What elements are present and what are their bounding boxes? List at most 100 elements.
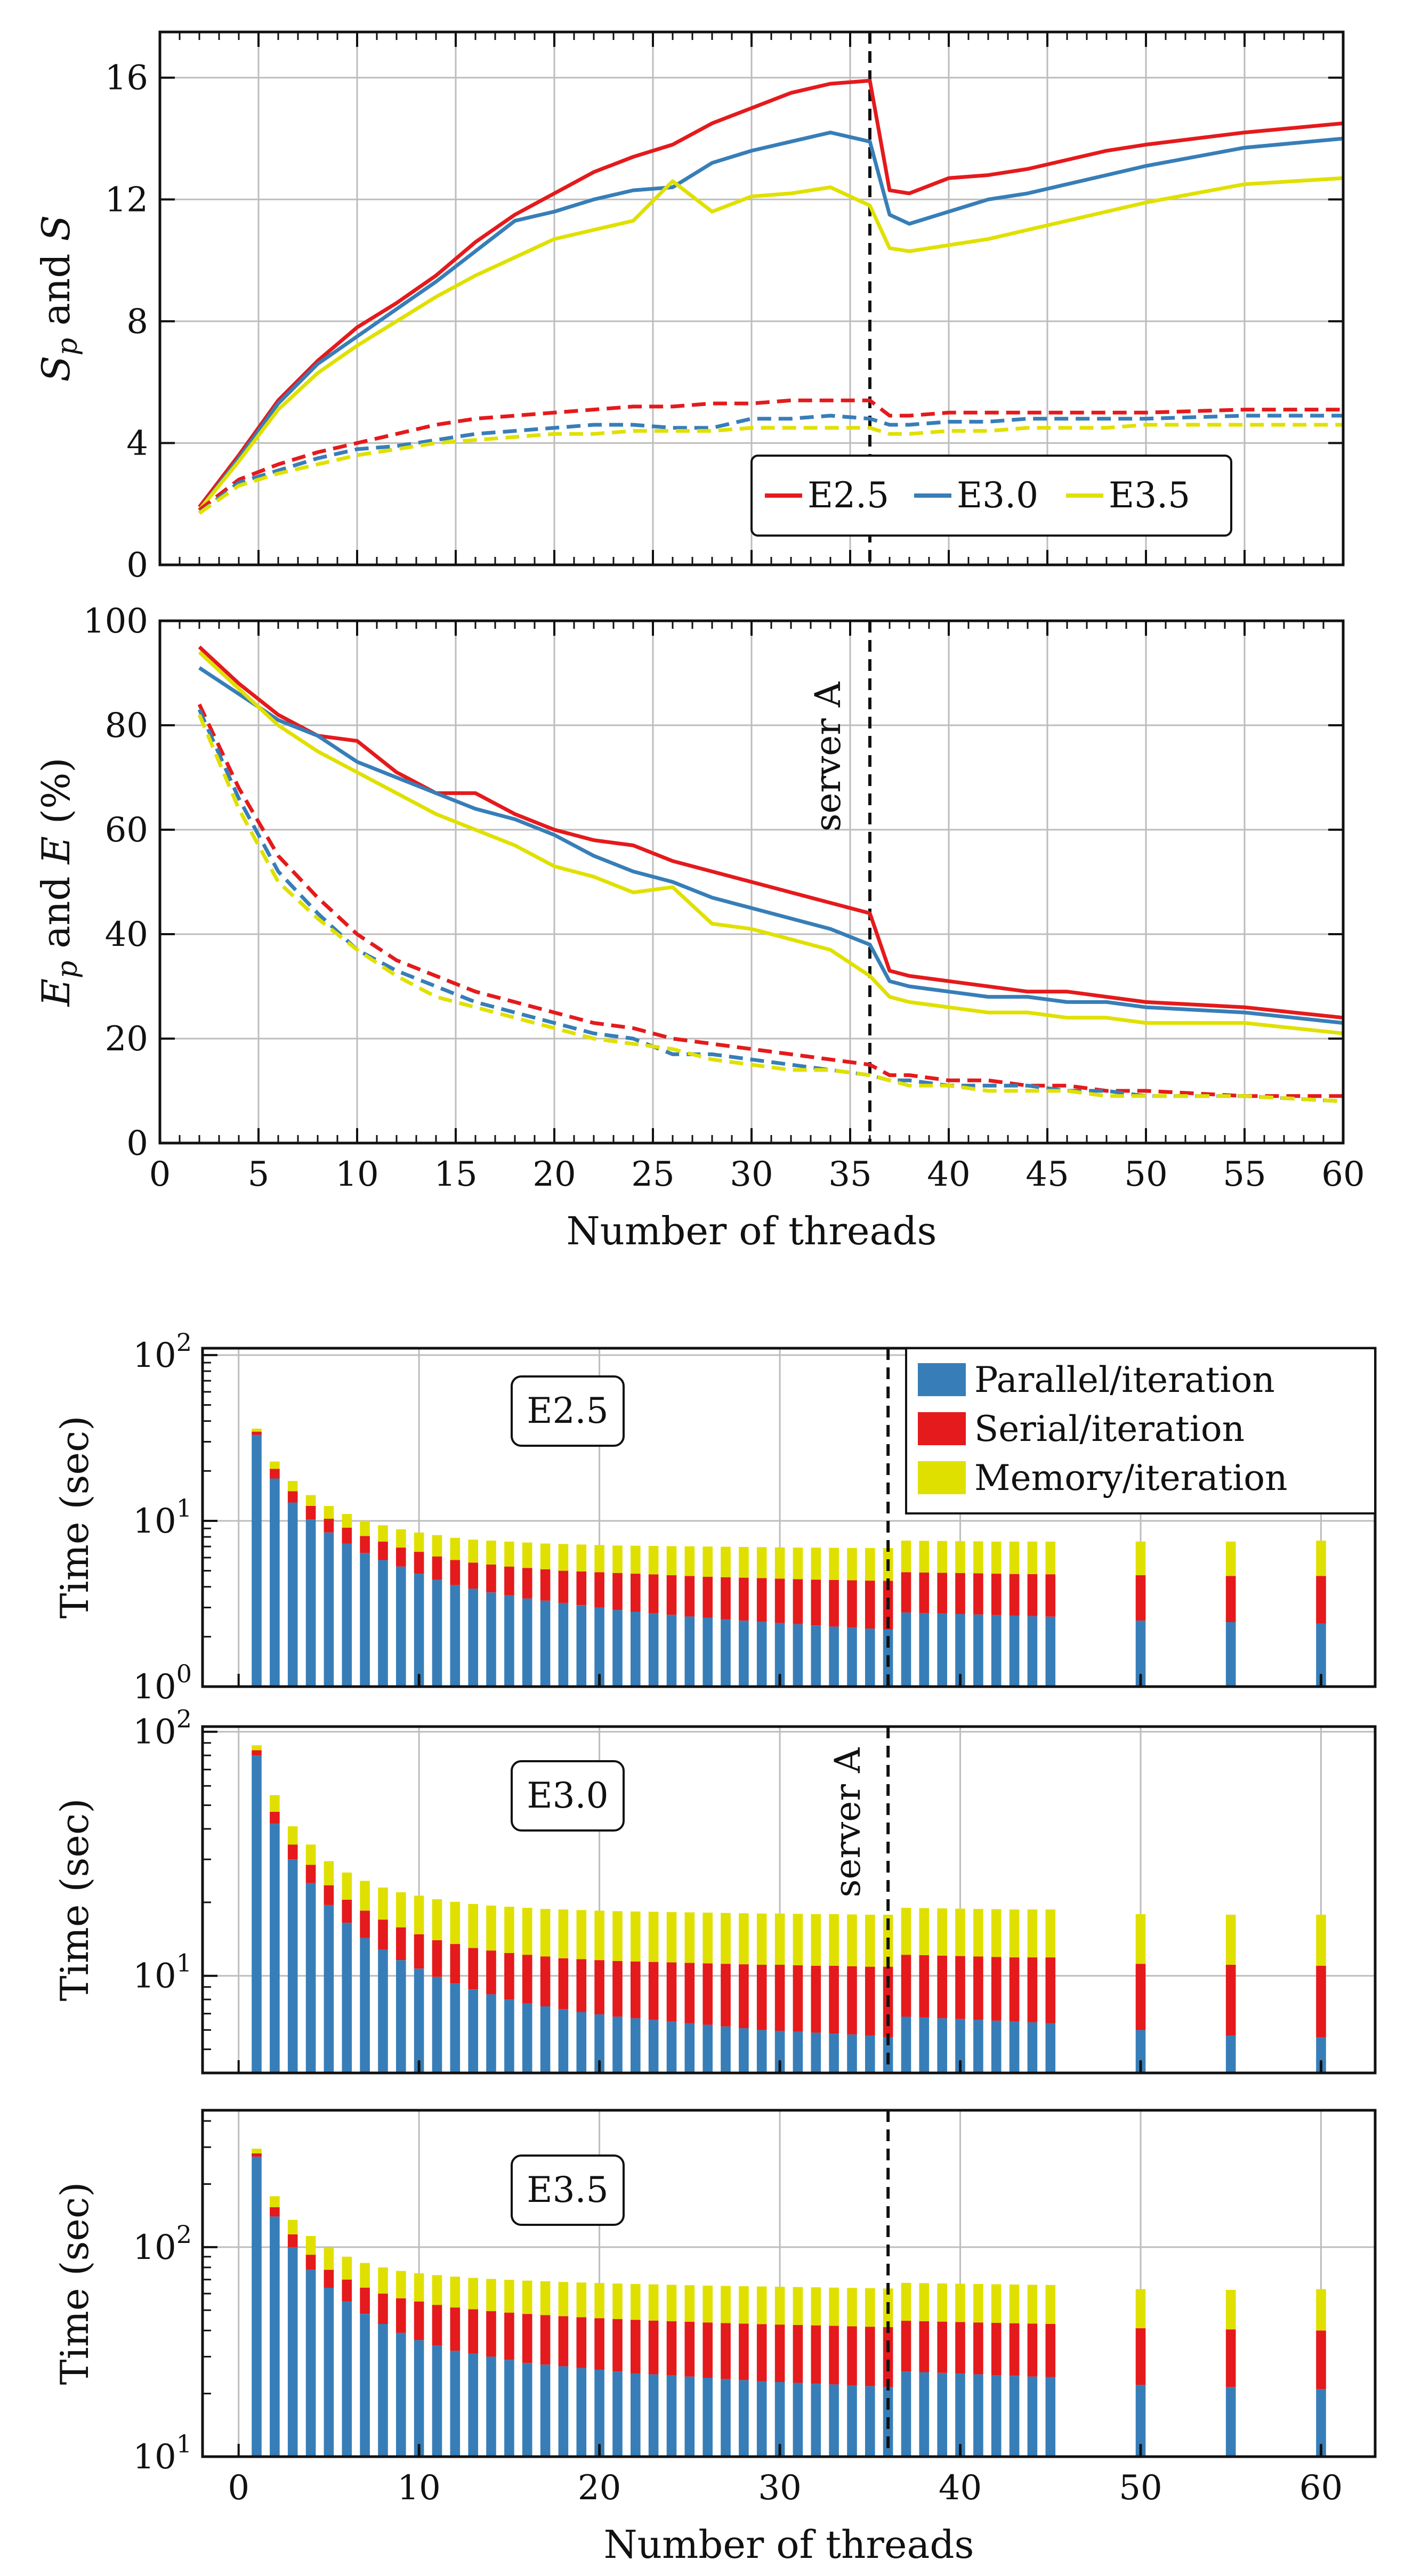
efficiency-x-tick-label: 40 (927, 1155, 970, 1194)
time-e25-bar-serial (558, 1570, 569, 1603)
time-e25-bar-serial (594, 1572, 604, 1608)
time-e25-bar-memory (756, 1547, 767, 1578)
time-e25-bar-parallel (631, 1611, 641, 1687)
time-e25-bar-memory (937, 1541, 947, 1573)
time-e25-bar-parallel (522, 1598, 532, 1687)
time-e35-bar-parallel (270, 2216, 280, 2457)
time-e25-bar-parallel (540, 1600, 551, 1687)
time-e30-bar-parallel (811, 2032, 821, 2073)
time-e30-bar-serial (342, 1899, 352, 1923)
time-e25-bar-parallel (432, 1579, 442, 1687)
time-e30-bar-serial (847, 1966, 857, 2035)
time-e30-bar-memory (558, 1909, 569, 1958)
time-e25-bar-serial (612, 1573, 623, 1610)
time-e30-bar-parallel (919, 2017, 930, 2073)
time-e35-bar-parallel (774, 2382, 785, 2457)
time-e35-bar-parallel (287, 2247, 298, 2457)
time-e30-bar-memory (378, 1888, 388, 1920)
time-e35-bar-serial (540, 2315, 551, 2365)
time-e25-bar-serial (504, 1566, 514, 1595)
time-e30-bar-memory (450, 1901, 461, 1945)
time-e25-bar-memory (594, 1545, 604, 1573)
efficiency-y-tick-label: 20 (105, 1019, 148, 1059)
time-e25-bar-serial (450, 1560, 461, 1585)
speedup-y-tick-label: 12 (105, 180, 148, 220)
time-e35-bar-parallel (414, 2340, 424, 2457)
efficiency-x-axis-label: Number of threads (567, 1209, 937, 1253)
time-e35-bar-memory (702, 2286, 713, 2323)
time-e35-bar-parallel (558, 2366, 569, 2457)
legend-label-serial: Serial/iteration (974, 1408, 1245, 1449)
time-e30-bar-memory (1135, 1914, 1146, 1964)
time-e35-bar-serial (414, 2301, 424, 2340)
time-e25-bar-serial (973, 1573, 983, 1615)
server-a-annotation-bottom: server A (827, 1747, 868, 1897)
time-e35-bar-parallel (937, 2372, 947, 2457)
time-e35-bar-memory (612, 2283, 623, 2319)
time-e25-bar-parallel (793, 1624, 803, 1687)
time-e25-bar-parallel (901, 1612, 911, 1687)
time-e35-bar-memory (684, 2285, 695, 2322)
time-e30-bar-memory (504, 1907, 514, 1953)
time-e25-bar-serial (684, 1576, 695, 1617)
time-e25-bar-serial (396, 1548, 406, 1567)
time-e35-bar-parallel (450, 2351, 461, 2457)
time-e25-bar-serial (991, 1574, 1002, 1615)
legend-swatch-parallel (918, 1363, 966, 1396)
time-e35-bar-memory (594, 2283, 604, 2319)
legend-label-memory: Memory/iteration (974, 1457, 1288, 1498)
e25-label: E2.5 (527, 1390, 608, 1431)
time-e35-bar-serial (973, 2322, 983, 2375)
time-e35-bar-parallel (1009, 2376, 1020, 2457)
time-e30-bar-serial (793, 1965, 803, 2032)
time-e35-bar-parallel (739, 2380, 749, 2457)
time-e30-bar-parallel (1009, 2021, 1020, 2073)
time-e35-bar-parallel (1045, 2377, 1056, 2457)
efficiency-y-tick-label: 0 (126, 1124, 148, 1163)
time-e25-bar-serial (540, 1569, 551, 1601)
time-e30-bar-serial (739, 1964, 749, 2029)
time-e35-bar-parallel (576, 2368, 587, 2457)
time-e35-bar-serial (1027, 2323, 1038, 2377)
time-e25-bar-serial (847, 1580, 857, 1628)
time-e30-bar-serial (684, 1963, 695, 2023)
time-e30-bar-memory (865, 1915, 875, 1967)
time-e30-bar-memory (774, 1913, 785, 1965)
time-e35-bar-serial (252, 2153, 262, 2157)
time-e30-bar-serial (486, 1950, 496, 1995)
time-e35-bar-parallel (360, 2314, 370, 2457)
time-e30-bar-serial (324, 1885, 334, 1905)
time-e35-bar-memory (666, 2285, 677, 2321)
time-e25-bar-serial (522, 1568, 532, 1599)
time-e35-bar-parallel (991, 2375, 1002, 2457)
efficiency-series-e3-0-e (197, 709, 1344, 1104)
time-e35-bar-memory (378, 2267, 388, 2294)
time-e25-bar-memory (450, 1537, 461, 1560)
time-e25-bar-parallel (287, 1502, 298, 1687)
time-e25-bar-memory (666, 1546, 677, 1575)
efficiency-x-tick-label: 35 (828, 1155, 871, 1194)
time-e30-bar-parallel (684, 2023, 695, 2073)
time-e35-bar-memory (1045, 2285, 1056, 2324)
time-e25-bar-memory (396, 1529, 406, 1548)
time-e30-bar-memory (702, 1913, 713, 1964)
time-e25-bar-memory (1225, 1541, 1236, 1576)
time-e35-bar-serial (558, 2316, 569, 2367)
time-e35-bar-memory (287, 2219, 298, 2234)
time-e30-bar-memory (468, 1903, 478, 1948)
time-e25-bar-memory (919, 1541, 930, 1573)
time-e25-bar-serial (1225, 1576, 1236, 1622)
time-e25-bar-parallel (576, 1605, 587, 1687)
time-e30-bar-parallel (396, 1960, 406, 2073)
time-e25-bar-memory (901, 1541, 911, 1573)
efficiency-y-tick-label: 80 (105, 706, 148, 746)
time-e25-bar-memory (270, 1461, 280, 1469)
legend-label-parallel: Parallel/iteration (974, 1359, 1275, 1400)
time-e35-bar-memory (847, 2288, 857, 2327)
time-e30-bar-serial (1225, 1965, 1236, 2036)
time-e25-bar-parallel (865, 1629, 875, 1687)
time-e30-bar-memory (666, 1912, 677, 1963)
time-e35-bar-serial (270, 2207, 280, 2217)
time-e30-bar-serial (396, 1927, 406, 1961)
time-e30-bar-serial (1045, 1957, 1056, 2023)
